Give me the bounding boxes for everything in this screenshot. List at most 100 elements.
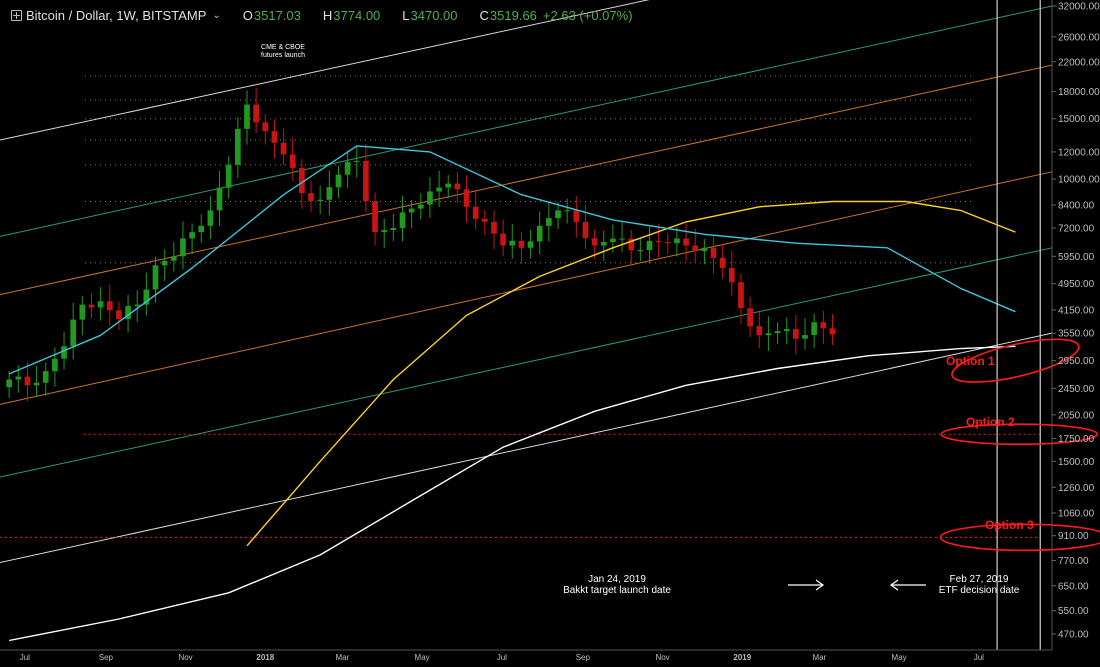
candle-down (719, 257, 726, 269)
change-value: +2.63 (+0.07%) (542, 7, 633, 23)
etf-caption-label: ETF decision date (939, 585, 1020, 596)
candle-down (372, 201, 378, 233)
symbol-title[interactable]: Bitcoin / Dollar, 1W, BITSTAMP (26, 7, 207, 23)
option-3-label: Option 3 (985, 518, 1034, 532)
open-label: O (242, 7, 253, 23)
candle-up (161, 260, 168, 266)
candle-up (225, 164, 232, 188)
candle-down (491, 221, 497, 234)
option-ellipse-3 (939, 523, 1100, 552)
bakkt-date-label: Jan 24, 2019 (588, 574, 646, 585)
time-tick-label: May (415, 653, 430, 662)
candle-up (198, 225, 205, 233)
candle-up (399, 212, 406, 228)
price-tick-label: 2050.00 (1058, 410, 1095, 421)
candle-down (820, 322, 827, 329)
candle-down (262, 122, 269, 132)
price-tick-label: 18000.00 (1058, 87, 1100, 98)
candle-up (381, 230, 388, 233)
candle-up (317, 199, 324, 201)
price-tick-label: 32000.00 (1058, 2, 1100, 13)
candle-up (216, 187, 223, 211)
candle-up (637, 250, 644, 252)
candle-up (417, 204, 424, 209)
candle-down (106, 301, 113, 311)
high-label: H (322, 7, 333, 23)
candle-down (710, 247, 717, 258)
candle-down (463, 189, 470, 207)
candle-up (134, 304, 141, 307)
time-tick-label: Mar (812, 653, 826, 662)
price-tick-label: 12000.00 (1058, 147, 1100, 158)
ma-yellow-line (246, 200, 1016, 547)
time-tick-label: Sep (99, 653, 114, 662)
close-value: 3519.66 (489, 7, 537, 23)
candle-down (829, 328, 836, 335)
candle-up (390, 227, 397, 231)
time-tick-label: Mar (335, 653, 349, 662)
candle-down (728, 268, 735, 283)
candle-down (116, 310, 122, 320)
candle-down (582, 221, 589, 239)
candle-up (125, 306, 131, 320)
chart-header: Bitcoin / Dollar, 1W, BITSTAMP ⌄ O 3517.0… (0, 0, 633, 30)
price-tick-label: 4950.00 (1058, 279, 1095, 290)
price-tick-label: 910.00 (1058, 531, 1089, 542)
candle-down (683, 238, 689, 246)
left-arrow-icon (889, 579, 899, 591)
candle-up (170, 256, 177, 261)
channel-line-green (0, 5, 1053, 237)
candle-up (326, 187, 333, 200)
candle-up (207, 210, 214, 226)
candle-down (793, 329, 799, 339)
price-tick-label: 1750.00 (1058, 434, 1095, 445)
candle-down (500, 233, 506, 246)
candle-up (600, 242, 607, 246)
time-tick-label: 2019 (733, 653, 751, 662)
candle-up (180, 238, 186, 257)
price-tick-label: 2950.00 (1058, 356, 1095, 367)
candle-down (747, 308, 753, 327)
candle-up (335, 174, 342, 188)
candle-up (52, 358, 58, 372)
price-tick-label: 10000.00 (1058, 175, 1100, 186)
candle-down (299, 167, 305, 194)
candle-up (445, 183, 452, 188)
candle-up (344, 161, 351, 175)
candle-down (692, 245, 699, 252)
time-tick-label: Jul (20, 653, 30, 662)
candle-up (674, 238, 680, 244)
candle-down (481, 218, 488, 222)
candle-up (701, 247, 708, 252)
close-label: C (479, 7, 489, 23)
candle-down (573, 210, 580, 222)
time-tick-label: Jul (974, 653, 984, 662)
option-1-label: Option 1 (946, 354, 995, 368)
candle-down (591, 238, 598, 246)
chevron-down-icon[interactable]: ⌄ (212, 9, 221, 21)
price-tick-label: 8400.00 (1058, 201, 1095, 212)
candle-up (408, 208, 415, 213)
candle-up (143, 289, 150, 305)
price-tick-label: 15000.00 (1058, 114, 1100, 125)
time-tick-label: Nov (655, 653, 669, 662)
candle-down (271, 131, 278, 143)
add-symbol-icon[interactable] (11, 9, 22, 21)
candle-up (555, 210, 561, 219)
candle-down (655, 240, 662, 243)
candle-up (33, 382, 40, 386)
candle-down (518, 240, 525, 248)
candle-down (88, 304, 95, 308)
high-value: 3774.00 (333, 7, 381, 23)
low-value: 3470.00 (410, 7, 458, 23)
option-ellipse-2 (940, 423, 1099, 446)
price-tick-label: 550.00 (1058, 606, 1089, 617)
candle-down (738, 282, 744, 309)
candle-up (97, 301, 104, 308)
candle-up (70, 319, 77, 347)
candle-up (353, 160, 360, 162)
candle-down (363, 160, 369, 202)
candle-up (189, 232, 195, 239)
cme-cboe-label: CME & CBOE (261, 44, 305, 51)
